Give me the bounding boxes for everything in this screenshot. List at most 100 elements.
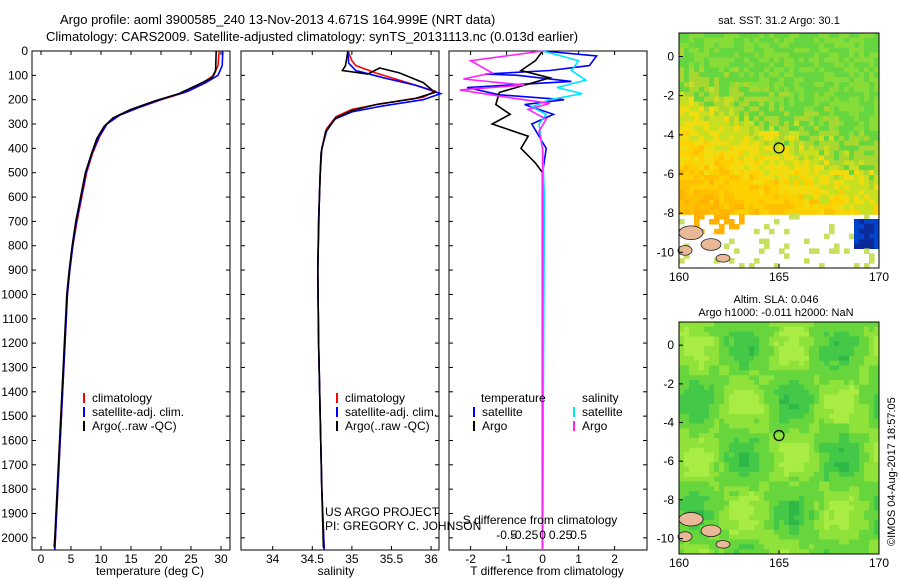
map-cell [714, 428, 720, 434]
map-cell [774, 486, 780, 492]
map-cell [804, 370, 810, 376]
map-cell [854, 539, 860, 545]
map-cell [859, 433, 865, 439]
map-cell [859, 170, 865, 176]
map-cell [869, 544, 875, 550]
map-cell [859, 179, 865, 186]
map-cell [724, 442, 730, 449]
map-cell [769, 418, 775, 425]
map-cell [834, 476, 840, 483]
map-cell [804, 326, 810, 333]
map-cell [839, 447, 845, 454]
map-cell [694, 160, 700, 166]
map-cell [704, 515, 710, 521]
map-cell [724, 62, 730, 68]
map-cell [814, 111, 820, 117]
map-cell [729, 101, 735, 107]
map-cell [754, 42, 760, 49]
map-cell [734, 52, 740, 59]
map-cell [704, 365, 710, 371]
salinity-axis-label: salinity [318, 564, 355, 578]
map-cell [859, 106, 865, 112]
map-cell [844, 77, 850, 83]
map-cell [739, 467, 745, 473]
map-cell [699, 399, 705, 405]
map-cell [779, 447, 785, 454]
map-cell [684, 57, 690, 63]
map-cell [824, 510, 830, 516]
map-cell [864, 91, 870, 98]
map-cell [839, 184, 845, 191]
map-cell [804, 126, 810, 132]
map-cell [859, 96, 865, 103]
map-cell [694, 140, 700, 147]
map-cell [844, 525, 850, 531]
map-cell [849, 413, 855, 420]
map-cell [684, 486, 690, 492]
map-cell [739, 135, 745, 142]
map-cell [794, 145, 800, 152]
map-cell [719, 442, 725, 449]
map-cell [819, 57, 825, 63]
map-cell [869, 179, 875, 186]
map-cell [814, 520, 820, 526]
map-cell [869, 72, 875, 78]
map-cell [849, 184, 855, 191]
map-cell [714, 486, 720, 492]
map-cell [689, 160, 695, 166]
map-cell [844, 111, 850, 117]
map-cell [814, 375, 820, 381]
map-cell [774, 346, 780, 352]
map-cell [819, 150, 825, 156]
map-cell [689, 91, 695, 98]
map-cell [834, 96, 840, 103]
map-cell [774, 481, 780, 487]
map-cell [684, 404, 690, 410]
map-cell [689, 360, 695, 367]
map-cell [704, 409, 710, 415]
map-cell [789, 471, 795, 478]
map-cell [689, 346, 695, 352]
map-cell [719, 486, 725, 492]
map-cell [704, 462, 710, 468]
map-cell [749, 346, 755, 352]
map-cell [754, 184, 760, 191]
map-cell [829, 438, 835, 444]
map-cell [719, 140, 725, 147]
map-cell [864, 140, 870, 147]
map-cell [689, 544, 695, 550]
map-cell [699, 37, 705, 44]
map-cell [709, 486, 715, 492]
map-cell [704, 404, 710, 410]
map-cell [799, 57, 805, 63]
map-cell [729, 336, 735, 342]
map-cell [724, 467, 730, 473]
map-cell [769, 447, 775, 454]
map-cell [714, 404, 720, 410]
map-cell [729, 238, 735, 245]
map-cell [704, 155, 710, 161]
map-cell [679, 442, 685, 449]
map-cell [849, 467, 855, 473]
map-cell [814, 62, 820, 68]
map-cell [739, 384, 745, 391]
map-cell [844, 418, 850, 425]
map-cell [864, 500, 870, 507]
map-cell [829, 452, 835, 458]
map-cell [754, 351, 760, 357]
map-cell [759, 72, 765, 78]
map-cell [854, 365, 860, 371]
map-cell [839, 52, 845, 59]
map-cell [759, 116, 765, 122]
map-cell [704, 438, 710, 444]
map-cell [809, 199, 815, 205]
map-cell [754, 380, 760, 386]
map-cell [784, 106, 790, 112]
map-cell [814, 341, 820, 347]
map-cell [859, 413, 865, 420]
map-cell [819, 170, 825, 176]
map-cell [729, 111, 735, 117]
map-cell [859, 457, 865, 463]
map-cell [839, 77, 845, 83]
map-cell [824, 341, 830, 347]
